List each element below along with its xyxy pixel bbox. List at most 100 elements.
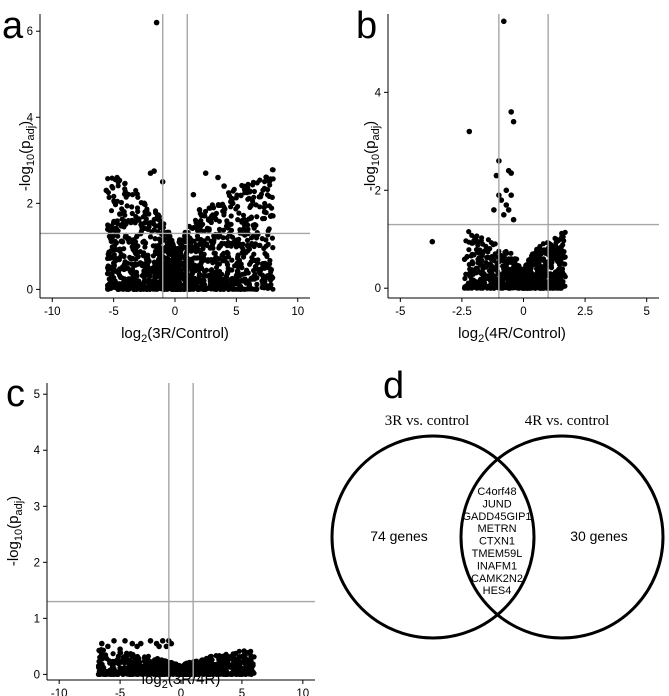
data-point <box>236 648 242 654</box>
y-tick-label: 1 <box>34 613 40 625</box>
data-point <box>554 238 561 244</box>
data-point <box>222 276 228 282</box>
data-point <box>539 267 545 274</box>
data-point <box>230 652 236 659</box>
data-point <box>140 253 146 259</box>
data-point <box>429 238 436 245</box>
data-point <box>172 283 178 289</box>
data-point <box>108 208 115 214</box>
data-point <box>475 250 481 256</box>
data-point <box>245 226 251 232</box>
data-point <box>241 254 247 260</box>
data-point <box>501 283 507 289</box>
data-point <box>145 226 151 232</box>
data-point <box>156 270 162 276</box>
data-point <box>196 273 202 279</box>
data-point <box>137 659 143 665</box>
data-point <box>221 183 227 189</box>
data-point <box>202 170 209 176</box>
y-tick-label: 0 <box>34 669 40 681</box>
data-point <box>141 200 148 207</box>
panel-letter-a: a <box>2 5 24 47</box>
data-point <box>508 192 514 198</box>
y-tick-label: 4 <box>27 112 34 124</box>
data-point <box>117 274 124 280</box>
data-point <box>235 281 241 287</box>
x-tick-label: -5 <box>109 306 119 318</box>
data-point <box>560 242 566 248</box>
data-point <box>176 250 183 256</box>
data-point <box>130 192 136 198</box>
x-tick-label: -10 <box>51 688 68 696</box>
data-point <box>267 213 274 219</box>
data-point <box>178 237 184 243</box>
data-point <box>493 266 499 273</box>
data-point <box>150 281 156 287</box>
data-point <box>474 265 480 271</box>
data-point <box>205 235 211 241</box>
data-point <box>133 269 140 275</box>
data-point <box>488 274 495 281</box>
data-point <box>202 208 209 215</box>
data-point <box>163 643 170 650</box>
data-point <box>250 179 256 185</box>
data-point <box>173 267 179 273</box>
data-point <box>555 285 561 291</box>
data-point <box>224 218 230 224</box>
data-point <box>548 259 555 265</box>
data-point <box>198 253 204 259</box>
data-point <box>158 257 164 263</box>
data-point <box>110 185 116 191</box>
data-point <box>267 178 273 184</box>
data-point <box>241 286 247 292</box>
data-point <box>226 268 232 274</box>
data-point <box>153 243 159 249</box>
data-point <box>268 269 274 275</box>
data-point <box>116 268 122 274</box>
data-point <box>129 640 136 647</box>
data-point <box>157 661 163 667</box>
data-point <box>224 249 230 255</box>
data-point <box>224 658 230 664</box>
panel-letter-c: c <box>6 373 25 415</box>
data-point <box>559 266 565 272</box>
data-point <box>212 250 218 256</box>
data-point <box>508 170 514 176</box>
data-point <box>253 235 260 241</box>
data-point <box>158 218 164 224</box>
data-point <box>492 251 498 257</box>
data-point <box>167 278 173 284</box>
data-point <box>469 267 475 273</box>
data-point <box>105 222 111 228</box>
data-point <box>204 666 210 672</box>
data-point <box>147 670 153 676</box>
data-point <box>233 206 239 212</box>
data-point <box>131 664 137 670</box>
x-tick-label: 5 <box>643 306 649 318</box>
x-axis-label: log2(4R/Control) <box>458 325 566 345</box>
data-point <box>486 268 492 274</box>
data-point <box>134 249 141 255</box>
data-point <box>174 667 180 673</box>
data-point <box>155 247 161 253</box>
data-point <box>143 208 149 215</box>
data-point <box>221 204 227 210</box>
data-point <box>179 246 185 252</box>
data-point <box>463 238 469 244</box>
data-point <box>200 277 206 283</box>
data-point <box>248 275 254 281</box>
data-point <box>248 671 254 677</box>
data-point <box>561 272 567 278</box>
data-point <box>118 199 124 206</box>
data-point <box>104 655 110 662</box>
data-point <box>478 283 484 289</box>
data-point <box>508 250 514 256</box>
data-point <box>167 264 173 271</box>
y-axis-label: -log10(padj) <box>362 121 382 191</box>
x-tick-label: -2.5 <box>452 306 472 318</box>
data-point <box>507 266 513 272</box>
data-point <box>552 269 559 275</box>
data-point <box>503 187 510 194</box>
data-point <box>556 262 563 268</box>
